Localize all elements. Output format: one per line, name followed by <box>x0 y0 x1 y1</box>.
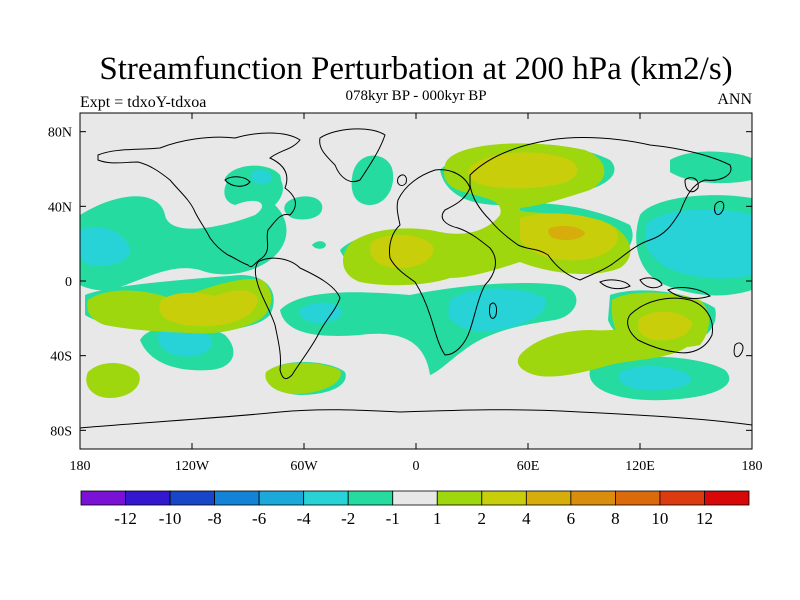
colorbar-swatch <box>704 490 750 506</box>
colorbar: -12 -10 -8 -6 -4 -2 -1 1 2 4 6 8 10 12 <box>80 490 750 528</box>
x-tick-label: 60E <box>517 459 540 474</box>
map-title: Streamfunction Perturbation at 200 hPa (… <box>99 51 733 87</box>
colorbar-swatch <box>436 490 483 506</box>
x-tick-label: 180 <box>742 459 763 474</box>
colorbar-swatch <box>570 490 616 506</box>
latitude-axis: 80N 40N 0 40S 80S <box>48 126 752 439</box>
y-tick-label: 40N <box>48 200 72 215</box>
colorbar-swatch <box>525 490 572 506</box>
coastlines <box>80 128 752 429</box>
colorbar-label: 6 <box>567 509 576 528</box>
colorbar-swatch <box>615 490 661 506</box>
y-tick-label: 0 <box>65 275 72 290</box>
x-tick-label: 120W <box>175 459 210 474</box>
colorbar-label: 2 <box>478 509 487 528</box>
contour-field <box>80 143 752 401</box>
y-tick-label: 80S <box>50 424 72 439</box>
colorbar-label: 10 <box>651 509 668 528</box>
field-negative-4 <box>80 170 752 391</box>
colorbar-label: -4 <box>297 509 312 528</box>
experiment-label: Expt = tdxoY-tdxoa <box>80 94 207 111</box>
colorbar-swatch <box>169 490 215 506</box>
colorbar-label: 12 <box>696 509 713 528</box>
x-tick-label: 0 <box>413 459 420 474</box>
colorbar-label: -6 <box>252 509 266 528</box>
y-tick-label: 40S <box>50 350 72 365</box>
x-tick-label: 60W <box>290 459 318 474</box>
colorbar-label: -2 <box>341 509 355 528</box>
colorbar-swatch <box>258 490 305 506</box>
colorbar-label: -10 <box>159 509 182 528</box>
colorbar-swatch <box>125 490 171 506</box>
colorbar-swatch <box>214 490 260 506</box>
colorbar-label: -12 <box>114 509 137 528</box>
field-positive-6 <box>548 225 585 241</box>
colorbar-swatch <box>347 490 394 506</box>
x-tick-label: 180 <box>70 459 91 474</box>
x-tick-label: 120E <box>625 459 655 474</box>
colorbar-label: 8 <box>611 509 620 528</box>
colorbar-swatch <box>80 490 126 506</box>
colorbar-label: -1 <box>386 509 400 528</box>
colorbar-swatch <box>303 490 349 506</box>
colorbar-swatch <box>392 490 438 506</box>
colorbar-label: -8 <box>208 509 222 528</box>
colorbar-swatch <box>481 490 527 506</box>
longitude-axis: 180 120W 60W 0 60E 120E 180 <box>70 113 763 474</box>
colorbar-label: 1 <box>433 509 442 528</box>
y-tick-label: 80N <box>48 126 72 141</box>
colorbar-swatch <box>659 490 705 506</box>
colorbar-label: 4 <box>522 509 531 528</box>
map-subtitle: 078kyr BP - 000kyr BP <box>345 88 487 104</box>
season-label: ANN <box>717 91 752 108</box>
